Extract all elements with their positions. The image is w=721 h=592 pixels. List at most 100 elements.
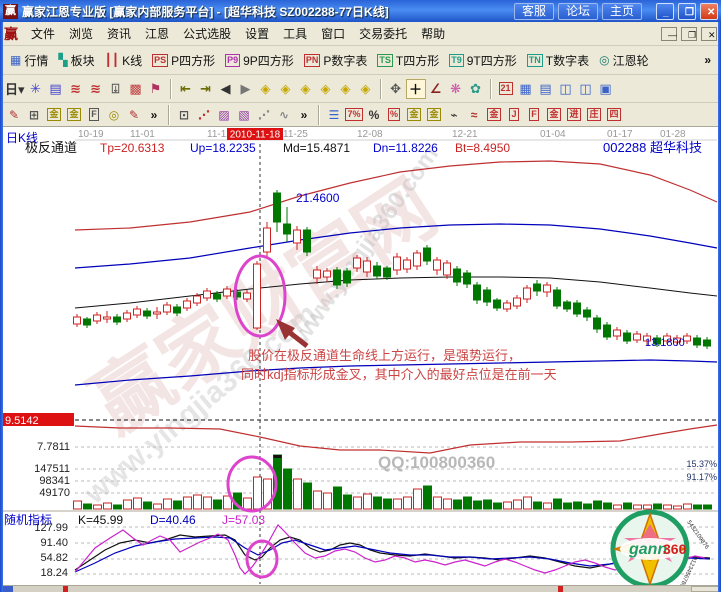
diamond-cross-icon[interactable]: ◈ (320, 80, 331, 96)
first-page-icon[interactable]: ⇤ (180, 80, 191, 96)
percent-strike-icon[interactable]: 7% (345, 108, 363, 121)
gann-si-line-icon[interactable]: 四 (607, 108, 621, 121)
menu-item[interactable]: 交易委托 (359, 27, 408, 41)
zigzag-icon[interactable]: ∿ (278, 107, 290, 122)
volume-bar (643, 504, 652, 510)
child-restore-button[interactable]: ❐ (681, 26, 697, 41)
9t-square-button[interactable]: T9 9T四方形 (445, 50, 521, 71)
hand-tool-icon[interactable]: ✥ (390, 80, 401, 96)
gann-gold-line-icon[interactable]: 金 (547, 108, 561, 121)
spider-web-icon[interactable]: ✳ (30, 80, 41, 96)
menu-item[interactable]: 浏览 (69, 27, 94, 41)
workstation-icon[interactable]: ▣ (599, 80, 612, 96)
diamond-expand-icon[interactable]: ◈ (360, 80, 371, 96)
save-as-icon[interactable]: ◫ (579, 80, 592, 96)
volume-bar (613, 504, 622, 510)
calendar-icon[interactable]: 21 (498, 82, 513, 95)
menu-item[interactable]: 资讯 (107, 27, 132, 41)
forum-button[interactable]: 论坛 (557, 2, 598, 20)
gann-zhuang-line-icon[interactable]: 庄 (587, 108, 601, 121)
menu-item[interactable]: 江恩 (145, 27, 170, 41)
gann-f-line-icon[interactable]: F (529, 108, 539, 121)
menu-item[interactable]: 工具 (283, 27, 308, 41)
logo-text-360: 360 (663, 541, 687, 557)
fractal-tool-icon[interactable]: ❋ (450, 80, 461, 96)
volume-bar (93, 504, 102, 510)
sectors-button[interactable]: ▚ 板块 (54, 50, 98, 71)
pattern-box2-icon[interactable]: ▧ (238, 107, 250, 122)
percent-icon[interactable]: % (368, 107, 380, 122)
wave-9-icon[interactable]: ≋ (90, 80, 101, 96)
stats-bars-icon[interactable]: ☰ (328, 107, 340, 122)
gold-circle-icon[interactable]: 金 (407, 108, 421, 121)
bottom-scroll-strip[interactable] (0, 585, 721, 592)
gann-j-line-icon[interactable]: J (509, 108, 519, 121)
homepage-button[interactable]: 主页 (601, 2, 642, 20)
candle-body (253, 263, 261, 329)
diamond-right-icon[interactable]: ◈ (280, 80, 291, 96)
9p-square-button[interactable]: P9 9P四方形 (221, 50, 298, 71)
gold-lines-icon[interactable]: 金 (427, 108, 441, 121)
p-number-table-button[interactable]: PN P数字表 (300, 50, 372, 71)
chart-canvas[interactable]: 赢家财富网 www.yingjia360.com www.yingjia360.… (0, 127, 721, 589)
spiral-icon[interactable]: ◎ (108, 107, 120, 122)
next-icon[interactable]: ▶ (240, 80, 251, 96)
diamond-vsplit-icon[interactable]: ◈ (340, 80, 351, 96)
minimize-button[interactable]: _ (656, 2, 674, 20)
kline-period-icon[interactable]: 日▾ (5, 82, 25, 97)
last-page-icon[interactable]: ⇥ (200, 80, 211, 96)
t-square-button[interactable]: TS T四方形 (373, 50, 443, 71)
filter-dropdown-icon[interactable]: ⍗ (111, 80, 120, 96)
toolbar-more-chevron[interactable]: » (704, 53, 711, 67)
candle-body (643, 335, 651, 342)
gann-grid-gold-icon[interactable]: 金 (47, 108, 61, 121)
diamond-hsplit-icon[interactable]: ◈ (300, 80, 311, 96)
t-number-table-button[interactable]: TN T数字表 (523, 50, 593, 71)
more-draw2-icon[interactable]: » (300, 107, 308, 122)
menu-item[interactable]: 帮助 (421, 27, 446, 41)
flag-icon[interactable]: ⚑ (149, 80, 162, 96)
angle-tool-icon[interactable]: ∠ (429, 80, 442, 96)
frame-tool-icon[interactable]: ⊡ (178, 107, 190, 122)
close-button[interactable]: ✕ (700, 2, 718, 20)
gann-jin-line-icon[interactable]: 进 (567, 108, 581, 121)
volume-bar (293, 478, 302, 510)
save-icon[interactable]: ◫ (559, 80, 572, 96)
info-board-icon[interactable]: ▤ (49, 80, 62, 96)
more-draw1-icon[interactable]: » (150, 107, 158, 122)
volume-bar (373, 496, 382, 510)
diamond-left-icon[interactable]: ◈ (260, 80, 271, 96)
wave-band-icon[interactable]: ≈ (470, 107, 478, 122)
child-minimize-button[interactable]: — (661, 26, 677, 41)
percent-line-icon[interactable]: % (387, 108, 400, 121)
pen-grid-icon[interactable]: ✎ (128, 107, 140, 122)
menu-item[interactable]: 窗口 (321, 27, 346, 41)
grid-icon[interactable]: ⊞ (28, 107, 40, 122)
market-quotes-button[interactable]: ▦ 行情 (6, 50, 52, 71)
cycle-tool-icon[interactable]: ✿ (470, 80, 481, 96)
pen-icon[interactable]: ✎ (8, 107, 20, 122)
gann-grid-gold2-icon[interactable]: 金 (67, 108, 81, 121)
p-square-button[interactable]: PS P四方形 (148, 50, 219, 71)
maximize-button[interactable]: ❐ (678, 2, 696, 20)
notes-icon[interactable]: ▤ (539, 80, 552, 96)
pattern-box-icon[interactable]: ▨ (218, 107, 230, 122)
menu-item[interactable]: 设置 (245, 27, 270, 41)
calculator-icon[interactable]: ▦ (519, 80, 532, 96)
gann-grid-f-icon[interactable]: F (89, 108, 99, 121)
wave-3-icon[interactable]: ≋ (70, 80, 81, 96)
fan-lines-gray-icon[interactable]: ⋰ (258, 107, 270, 122)
gann-wheel-button[interactable]: ◎ 江恩轮 (595, 50, 653, 71)
menu-item[interactable]: 公式选股 (183, 27, 232, 41)
kline-button[interactable]: ┃┃ K线 (101, 50, 146, 71)
crosshair-tool-icon[interactable]: ＋ (405, 78, 426, 99)
child-close-button[interactable]: ✕ (701, 26, 717, 41)
menu-item[interactable]: 文件 (31, 27, 56, 41)
prev-icon[interactable]: ◀ (220, 80, 231, 96)
pattern-grid-icon[interactable]: ▩ (129, 80, 142, 96)
fan-lines-red-icon[interactable]: ⋰ (198, 107, 210, 122)
annotation-line1: 股价在极反通道生命线上方运行，是强势运行， (248, 348, 521, 363)
gold-angle2-icon[interactable]: 金 (487, 108, 501, 121)
candle-pen-icon[interactable]: ⌁ (450, 107, 458, 122)
customer-service-button[interactable]: 客服 (513, 2, 554, 20)
